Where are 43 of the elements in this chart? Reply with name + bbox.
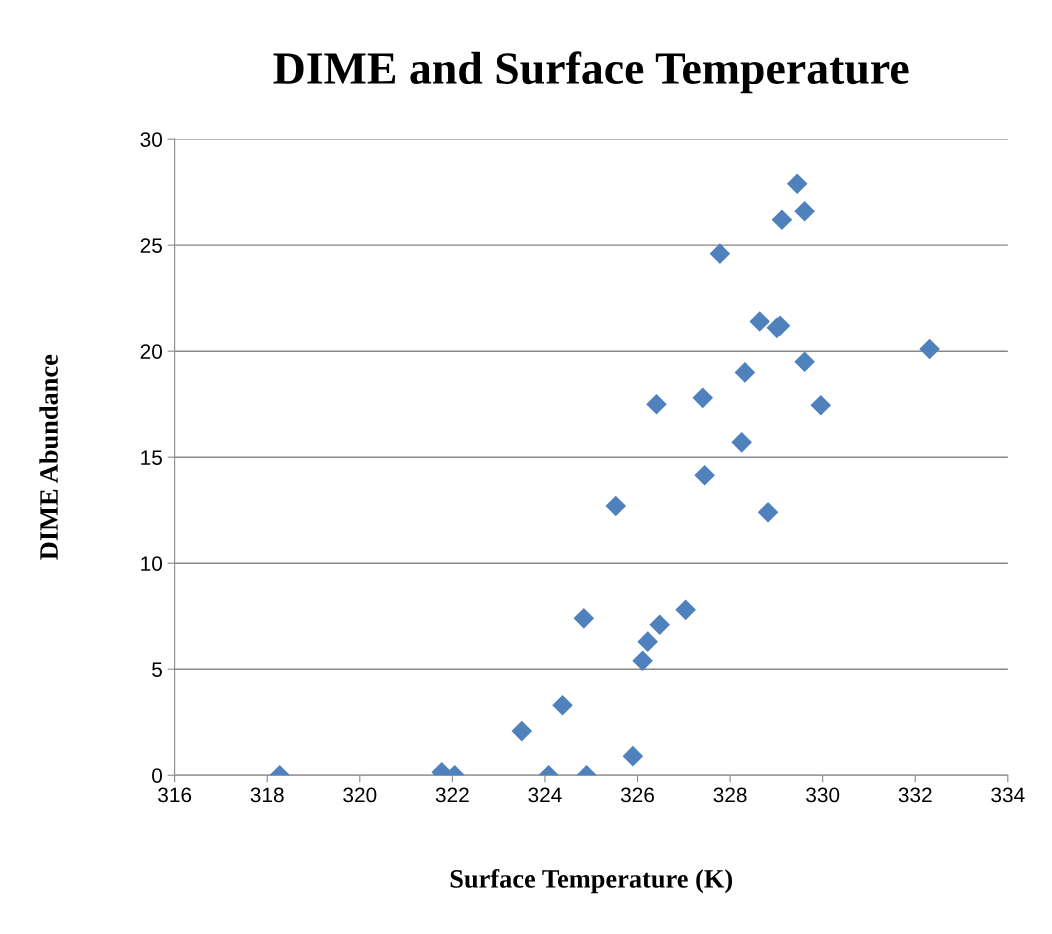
x-tick-label: 334 — [991, 787, 1025, 803]
x-tick-label: 332 — [898, 787, 932, 803]
x-tick-label: 322 — [435, 787, 469, 803]
point — [709, 243, 731, 264]
point — [511, 720, 533, 742]
y-tick-label: 10 — [141, 556, 163, 571]
point — [810, 394, 832, 416]
point — [692, 387, 714, 409]
y-tick-label: 0 — [152, 768, 163, 783]
point — [605, 495, 627, 517]
point — [734, 362, 756, 383]
y-axis-title: DIME Abundance — [39, 354, 58, 560]
point — [749, 311, 771, 332]
y-tick-label: 5 — [152, 662, 162, 677]
y-tick-label: 15 — [141, 450, 162, 465]
point — [794, 200, 815, 222]
x-tick-label: 324 — [528, 787, 562, 803]
x-axis-title: Surface Temperature (K) — [450, 868, 733, 894]
point — [649, 614, 671, 635]
point — [622, 745, 644, 767]
point — [919, 338, 940, 360]
point — [786, 173, 808, 194]
point — [757, 502, 779, 523]
point — [771, 209, 793, 231]
point — [675, 599, 696, 621]
x-tick-label: 316 — [158, 787, 192, 803]
chart-title: DIME and Surface Temperature — [273, 51, 909, 94]
x-tick-label: 320 — [343, 787, 377, 803]
y-tick-label: 20 — [140, 344, 163, 359]
x-tick-label: 328 — [713, 787, 747, 803]
point — [552, 694, 573, 716]
x-tick-label: 318 — [250, 787, 284, 803]
point — [794, 351, 815, 373]
y-tick-label: 25 — [140, 238, 162, 253]
point — [731, 432, 752, 453]
point — [632, 650, 653, 672]
point — [646, 393, 667, 415]
x-tick-label: 326 — [620, 787, 654, 803]
x-tick-label: 330 — [806, 787, 840, 803]
point — [573, 608, 595, 629]
point — [694, 464, 715, 486]
point — [637, 631, 658, 652]
y-tick-label: 30 — [140, 132, 163, 147]
